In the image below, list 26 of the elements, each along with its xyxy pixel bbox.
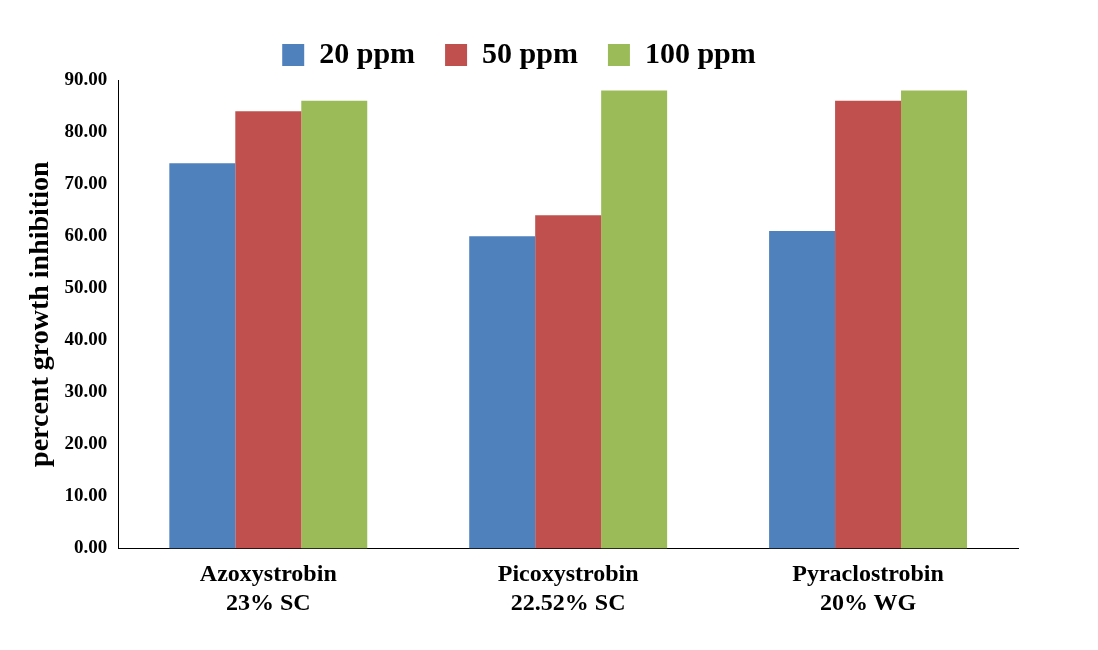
legend-label: 50 ppm <box>482 35 578 69</box>
bar <box>469 236 536 549</box>
bar <box>235 111 302 549</box>
bar <box>769 230 836 549</box>
bar <box>835 100 902 549</box>
y-tick-label: 30.00 <box>64 380 108 402</box>
y-tick-label: 40.00 <box>64 328 108 350</box>
legend-label: 20 ppm <box>319 35 416 69</box>
x-tick-label: Azoxystrobin 23% SC <box>199 560 337 615</box>
y-tick-label: 10.00 <box>64 484 108 506</box>
y-tick-label: 70.00 <box>64 172 108 193</box>
y-axis-title: percent growth inhibition <box>23 161 55 467</box>
y-tick-label: 60.00 <box>64 224 108 246</box>
bar <box>535 215 602 549</box>
y-tick-label: 0.00 <box>74 536 108 558</box>
x-tick-label: Pyraclostrobin 20% WG <box>792 560 944 615</box>
legend-label: 100 ppm <box>644 35 756 69</box>
y-tick-label: 50.00 <box>64 276 108 298</box>
bar <box>301 100 368 549</box>
y-tick-label: 80.00 <box>64 119 108 141</box>
bar <box>901 90 968 549</box>
x-tick-label: Picoxystrobin 22.52% SC <box>497 560 639 615</box>
y-tick-label: 20.00 <box>64 432 108 454</box>
bar <box>169 163 236 549</box>
y-tick-label: 90.00 <box>64 67 108 89</box>
bar <box>601 90 668 549</box>
